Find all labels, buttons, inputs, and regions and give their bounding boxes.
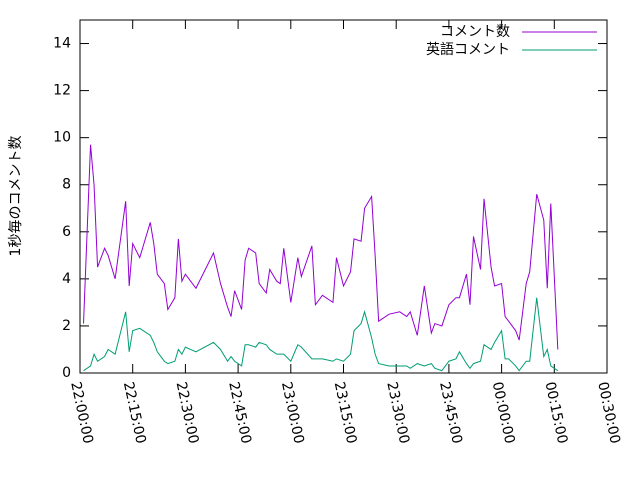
y-tick-label: 6 — [62, 224, 71, 240]
x-tick-label: 22:30:00 — [173, 380, 202, 445]
x-tick-label: 00:15:00 — [541, 380, 570, 445]
x-tick-label: 22:45:00 — [225, 380, 254, 445]
x-tick-label: 23:15:00 — [331, 380, 360, 445]
x-tick-label: 23:00:00 — [278, 380, 307, 445]
x-tick-label: 22:15:00 — [120, 380, 149, 445]
y-tick-label: 14 — [53, 36, 71, 52]
y-tick-label: 0 — [62, 365, 71, 381]
legend-label: 英語コメント — [426, 41, 510, 58]
x-tick-label: 23:30:00 — [383, 380, 412, 445]
y-tick-label: 10 — [53, 130, 71, 146]
x-tick-label: 00:00:00 — [489, 380, 518, 445]
x-tick-label: 22:00:00 — [67, 380, 96, 445]
legend-label: コメント数 — [440, 24, 510, 40]
y-axis-label: 1秒毎のコメント数 — [8, 136, 24, 257]
x-tick-label: 00:30:00 — [594, 380, 623, 445]
series-line — [83, 144, 559, 350]
x-tick-label: 23:45:00 — [436, 380, 465, 445]
plot-frame — [79, 19, 608, 374]
y-tick-label: 8 — [62, 177, 71, 193]
y-tick-label: 2 — [62, 318, 71, 334]
y-tick-label: 4 — [62, 271, 71, 287]
series-line — [83, 297, 559, 372]
y-tick-label: 12 — [53, 83, 71, 99]
